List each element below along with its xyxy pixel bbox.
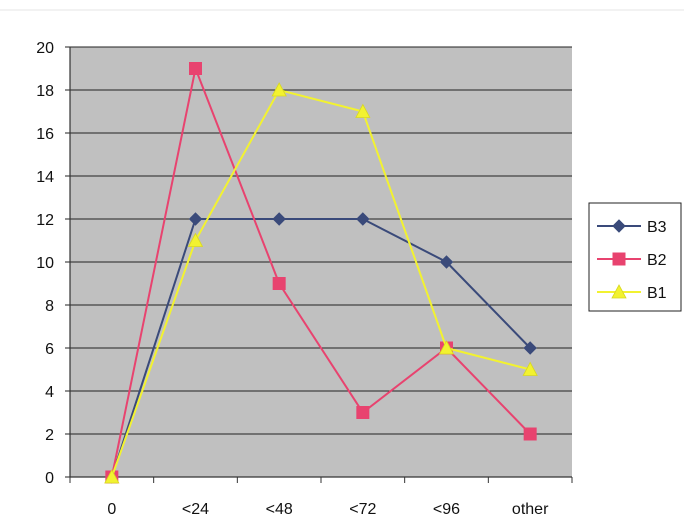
y-tick-label: 14 xyxy=(36,169,54,186)
y-tick-label: 10 xyxy=(36,255,54,272)
y-tick-label: 18 xyxy=(36,83,54,100)
data-point xyxy=(272,212,286,226)
y-tick-label: 0 xyxy=(45,470,54,487)
data-point xyxy=(272,277,286,290)
legend-item: B3 xyxy=(597,219,667,236)
legend-box xyxy=(588,202,682,312)
y-tick-label: 6 xyxy=(45,341,54,358)
data-point xyxy=(523,427,537,441)
y-tick-label: 2 xyxy=(45,427,54,444)
x-tick-label: other xyxy=(512,501,549,518)
y-tick-label: 12 xyxy=(36,212,54,229)
data-point xyxy=(356,406,370,419)
y-tick-label: 16 xyxy=(36,126,54,143)
data-point xyxy=(104,469,120,484)
data-point xyxy=(188,212,203,226)
series-b1 xyxy=(104,82,538,484)
legend-item: B1 xyxy=(597,284,667,302)
grid-lines xyxy=(70,46,572,435)
series-line xyxy=(110,88,531,478)
y-tick-label: 4 xyxy=(45,384,54,401)
y-tick-label: 20 xyxy=(36,40,54,57)
x-tick-label: <72 xyxy=(349,501,376,518)
y-tick-label: 8 xyxy=(45,298,54,315)
axes: 0 2 4 6 8 10 12 14 16 18 20 0 <24 <48 <72 <96 other xyxy=(36,40,573,518)
legend-item: B2 xyxy=(597,252,667,269)
data-point xyxy=(523,341,537,355)
legend-marker xyxy=(611,284,627,299)
data-point xyxy=(356,212,370,226)
series-layer xyxy=(104,62,538,484)
series-line xyxy=(110,218,531,478)
data-point xyxy=(439,255,454,269)
legend-label: B2 xyxy=(647,252,667,269)
data-point xyxy=(438,340,455,355)
legend-label: B3 xyxy=(647,219,667,236)
data-point xyxy=(189,62,202,75)
x-tick-label: <96 xyxy=(433,501,460,518)
legend-label: B1 xyxy=(647,285,667,302)
series-line xyxy=(110,64,531,478)
data-point xyxy=(271,82,287,97)
legend: B3 B2 B1 xyxy=(588,202,682,312)
data-point xyxy=(522,361,538,376)
x-tick-label: 0 xyxy=(107,501,116,518)
x-tick-label: <48 xyxy=(266,501,293,518)
data-point xyxy=(187,232,204,247)
legend-marker xyxy=(612,219,626,233)
data-point xyxy=(355,103,371,118)
x-tick-label: <24 xyxy=(182,501,209,518)
legend-marker xyxy=(612,252,626,266)
